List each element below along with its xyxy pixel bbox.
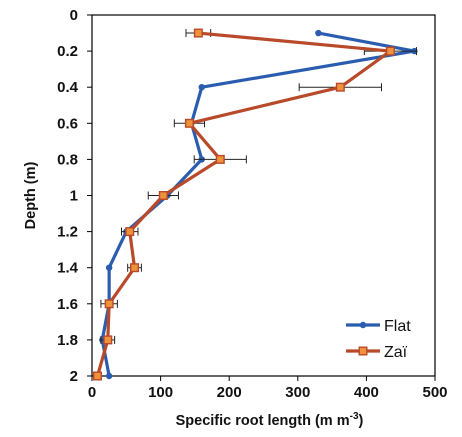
data-point: [92, 371, 102, 381]
y-tick-label: 0.8: [57, 151, 78, 168]
data-point: [104, 299, 114, 309]
y-tick-label: 1.8: [57, 332, 78, 349]
x-axis-title-superscript: -3: [350, 411, 359, 422]
legend-marker: [359, 321, 367, 329]
x-tick-label: 300: [285, 384, 310, 401]
series-flat: [99, 29, 418, 380]
y-tick-label: 0.2: [57, 43, 78, 60]
x-tick-label: 500: [422, 384, 447, 401]
labels-layer: Specific root length (m m-3) Depth (m): [23, 162, 364, 429]
legend-label: Zaï: [384, 344, 408, 361]
x-axis-title-main: Specific root length (m m: [176, 413, 350, 429]
data-point: [215, 154, 225, 164]
x-tick-label: 0: [88, 384, 96, 401]
data-point: [315, 29, 322, 37]
x-tick-label: 100: [148, 384, 173, 401]
y-tick-label: 0.4: [57, 79, 79, 96]
series-zai: [92, 28, 417, 381]
data-point: [385, 46, 395, 56]
data-point: [335, 82, 345, 92]
data-point: [105, 264, 113, 271]
legend-marker: [358, 346, 368, 356]
data-point: [103, 335, 113, 345]
y-tick-label: 0: [70, 7, 78, 24]
data-point: [158, 190, 168, 200]
y-tick-label: 1.4: [57, 260, 79, 277]
x-axis-title-tail: ): [359, 413, 364, 429]
y-tick-label: 2: [70, 368, 78, 385]
y-axis-title: Depth (m): [23, 162, 39, 230]
data-point: [184, 118, 194, 128]
x-tick-label: 200: [217, 384, 242, 401]
y-tick-label: 1.6: [57, 296, 78, 313]
legend: Flat Zaï: [346, 318, 411, 361]
legend-label: Flat: [384, 318, 411, 335]
axes: 0 100 200 300 400 500 0 0.2 0.4 0.6 0.8 1 1.2 1.4 1.6 1…: [57, 7, 447, 401]
y-tick-label: 0.6: [57, 115, 78, 132]
data-point: [130, 263, 140, 273]
data-point: [193, 28, 203, 38]
data-point: [105, 372, 113, 380]
x-tick-label: 400: [354, 384, 379, 401]
x-axis-title: Specific root length (m m-3): [176, 411, 364, 429]
data-point: [198, 84, 205, 91]
y-tick-label: 1: [70, 188, 78, 205]
y-tick-label: 1.2: [57, 224, 78, 241]
series-layer: [92, 28, 418, 381]
data-point: [125, 227, 135, 237]
